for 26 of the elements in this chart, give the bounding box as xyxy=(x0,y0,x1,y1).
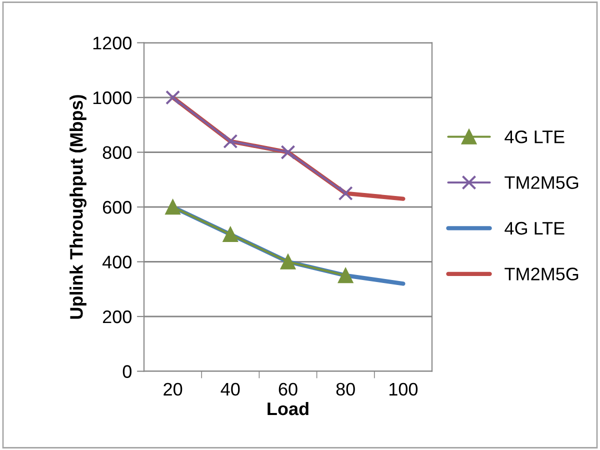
y-tick-label: 1000 xyxy=(93,91,132,104)
y-tick-label: 800 xyxy=(102,146,132,159)
x-axis-title: Load xyxy=(268,402,308,416)
point xyxy=(223,134,238,149)
y-tick-label: 0 xyxy=(122,365,132,378)
point xyxy=(165,199,180,215)
point xyxy=(280,254,296,270)
legend-label: 4G LTE xyxy=(504,222,564,235)
y-tick-label: 200 xyxy=(102,310,132,324)
point xyxy=(338,268,354,284)
point xyxy=(338,186,353,201)
x-tick-label: 60 xyxy=(278,382,298,396)
x-tick-label: 20 xyxy=(164,382,182,396)
legend-label: TM2M5G xyxy=(504,268,578,280)
x-tick-label: 100 xyxy=(390,382,418,396)
x-tick-label: 80 xyxy=(336,382,355,396)
y-tick-label: 600 xyxy=(102,200,132,214)
y-tick-label: 400 xyxy=(102,256,132,268)
y-tick-label: 1200 xyxy=(93,36,132,50)
legend-label: TM2M5G xyxy=(504,176,578,189)
legend-label: 4G LTE xyxy=(504,130,564,144)
point xyxy=(166,90,180,105)
y-axis-title: Uplink Throughput (Mbps) xyxy=(70,95,86,319)
point xyxy=(222,226,238,242)
point xyxy=(280,144,296,160)
x-tick-label: 40 xyxy=(220,382,240,396)
